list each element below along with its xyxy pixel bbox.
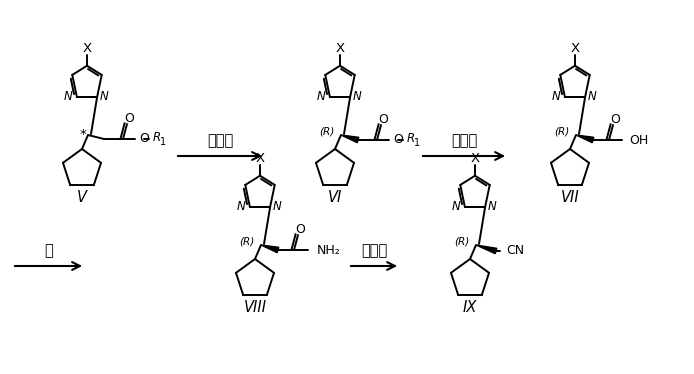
- Text: X: X: [255, 152, 264, 165]
- Text: O: O: [610, 113, 620, 126]
- Text: N: N: [317, 89, 326, 102]
- Text: X: X: [570, 42, 579, 55]
- Text: N: N: [588, 89, 597, 102]
- Text: OH: OH: [629, 134, 648, 147]
- Text: IX: IX: [463, 300, 477, 315]
- Text: (R): (R): [239, 236, 255, 246]
- Text: 氨: 氨: [44, 243, 53, 258]
- Text: X: X: [83, 42, 92, 55]
- Text: (R): (R): [319, 126, 335, 136]
- Text: R: R: [407, 132, 415, 144]
- Text: N: N: [64, 89, 73, 102]
- Text: N: N: [273, 199, 282, 212]
- Text: N: N: [353, 89, 362, 102]
- Text: O: O: [139, 132, 149, 144]
- Text: VI: VI: [328, 190, 342, 205]
- Text: X: X: [335, 42, 344, 55]
- Text: 醂水解: 醂水解: [207, 133, 233, 148]
- Text: N: N: [452, 199, 461, 212]
- Text: N: N: [552, 89, 561, 102]
- Text: (R): (R): [455, 236, 470, 246]
- Text: 无机碌: 无机碌: [451, 133, 477, 148]
- Text: N: N: [488, 199, 497, 212]
- Text: R: R: [153, 131, 161, 144]
- Text: (R): (R): [555, 126, 570, 136]
- Text: O: O: [124, 111, 134, 125]
- Text: N: N: [237, 199, 246, 212]
- Text: V: V: [77, 190, 87, 205]
- Text: 1: 1: [414, 138, 420, 148]
- Text: O: O: [393, 132, 403, 145]
- Text: O: O: [295, 223, 305, 236]
- Polygon shape: [261, 245, 279, 253]
- Text: NH₂: NH₂: [317, 243, 341, 257]
- Text: *: *: [80, 128, 86, 141]
- Text: 1: 1: [160, 137, 166, 147]
- Text: X: X: [471, 152, 480, 165]
- Text: VIII: VIII: [244, 300, 266, 315]
- Polygon shape: [341, 135, 359, 143]
- Text: O: O: [378, 113, 388, 126]
- Polygon shape: [476, 245, 497, 254]
- Text: VII: VII: [561, 190, 579, 205]
- Text: 脱水剂: 脱水剂: [361, 243, 387, 258]
- Polygon shape: [576, 135, 594, 143]
- Text: CN: CN: [506, 243, 524, 257]
- Text: N: N: [100, 89, 109, 102]
